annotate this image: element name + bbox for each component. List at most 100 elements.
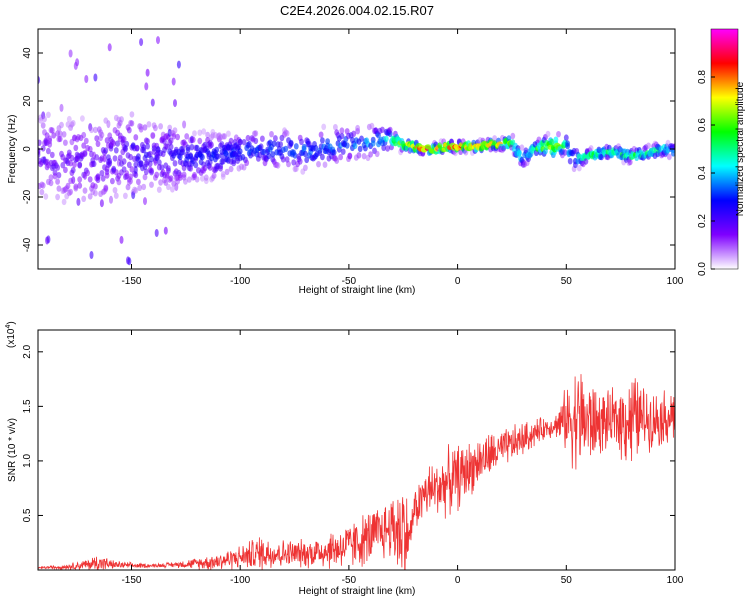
heatmap-cell: [108, 145, 114, 152]
heatmap-cell: [226, 130, 231, 137]
x-tick-label: -50: [342, 575, 357, 586]
heatmap-cell: [89, 126, 94, 134]
heatmap-cell: [142, 124, 148, 131]
heatmap-cell: [381, 144, 387, 151]
heatmap-cell: [112, 187, 118, 194]
heatmap-cell: [68, 160, 73, 167]
colorbar-label: Normalized spectral amplitude: [735, 81, 746, 216]
heatmap-cell: [129, 166, 135, 173]
heatmap-cell: [241, 164, 247, 171]
heatmap-cell: [368, 151, 373, 158]
heatmap-cell: [81, 142, 87, 149]
heatmap-cell: [94, 154, 100, 161]
heatmap-cell: [51, 132, 57, 139]
heatmap-cell: [317, 149, 323, 156]
x-tick-label: 100: [667, 575, 684, 586]
y-tick-label: 20: [22, 95, 33, 107]
heatmap-cell: [383, 135, 389, 142]
heatmap-cell: [60, 162, 66, 169]
heatmap-cell: [271, 140, 277, 147]
heatmap-cell: [69, 121, 75, 128]
heatmap-cell: [77, 182, 83, 189]
colorbar-tick-label: 0.0: [697, 262, 708, 276]
heatmap-cell: [75, 58, 80, 67]
heatmap-cell: [99, 170, 105, 177]
heatmap-cell: [501, 145, 507, 152]
heatmap-cell: [52, 173, 58, 180]
heatmap-cell: [344, 142, 350, 149]
heatmap-cell: [506, 135, 512, 142]
heatmap-cell: [47, 141, 53, 148]
x-tick-label: -100: [230, 575, 250, 586]
heatmap-cell: [168, 175, 174, 182]
x-tick-label: -150: [121, 575, 141, 586]
heatmap-cell: [77, 161, 83, 168]
heatmap-cell: [38, 148, 41, 156]
heatmap-cell: [149, 156, 154, 163]
heatmap-cell: [190, 136, 196, 143]
heatmap-cell: [321, 123, 327, 130]
heatmap-cell: [237, 148, 243, 155]
heatmap-cell: [182, 120, 187, 129]
heatmap-cell: [102, 154, 107, 163]
heatmap-cell: [197, 129, 203, 136]
heatmap-cell: [128, 177, 134, 185]
heatmap-cell: [266, 152, 272, 160]
heatmap-cell: [109, 195, 113, 204]
heatmap-cell: [596, 146, 602, 153]
heatmap-cell: [133, 134, 139, 141]
colorbar-tick-label: 0.6: [697, 118, 708, 132]
heatmap-cell: [162, 138, 167, 145]
heatmap-cell: [88, 123, 93, 132]
snr-x-ticks: -150 -100 -50 0 50 100: [121, 330, 684, 586]
heatmap-cell: [253, 130, 259, 137]
heatmap-cell: [107, 43, 112, 52]
heatmap-cell: [133, 171, 139, 179]
heatmap-cell: [563, 134, 569, 141]
heatmap-cell: [269, 131, 274, 138]
heatmap-cell: [38, 139, 42, 146]
heatmap-cell: [83, 137, 89, 145]
heatmap-cell: [136, 153, 141, 160]
heatmap-cell: [76, 197, 81, 206]
heatmap-cell: [119, 116, 124, 123]
heatmap-cell: [437, 142, 443, 149]
snr-series-line: [38, 374, 675, 570]
heatmap-cell: [131, 191, 136, 200]
heatmap-cell: [77, 176, 83, 183]
heatmap-cell: [181, 171, 187, 178]
heatmap-cell: [286, 160, 291, 168]
y-tick-label: 0.5: [22, 508, 33, 522]
heatmap-cell: [145, 68, 150, 77]
colorbar-ticks: 0.0 0.2 0.4 0.6 0.8: [697, 70, 715, 276]
heatmap-cell: [292, 152, 298, 159]
heatmap-cell: [588, 145, 594, 152]
y-tick-label: -20: [22, 189, 33, 204]
figure-title: C2E4.2026.004.02.15.R07: [280, 3, 434, 18]
heatmap-cell: [280, 156, 286, 163]
heatmap-cell: [186, 176, 192, 183]
x-tick-label: -150: [121, 276, 141, 287]
snr-panel: -150 -100 -50 0 50 100 0.5 1.0 1.5 2.0 (x104) He…: [5, 321, 684, 597]
heatmap-cell: [177, 174, 183, 181]
heatmap-cell: [146, 121, 152, 128]
heatmap-cell: [112, 155, 118, 162]
heatmap-cell: [66, 115, 72, 123]
heatmap-cell: [320, 137, 325, 144]
snr-y-ticks: 0.5 1.0 1.5 2.0: [22, 344, 675, 522]
heatmap-cell: [153, 124, 158, 132]
heatmap-cell: [273, 135, 278, 142]
heatmap-cell: [175, 133, 181, 141]
heatmap-cell: [340, 148, 346, 155]
heatmap-cell: [46, 235, 51, 244]
heatmap-cell: [87, 193, 93, 200]
heatmap-cell: [113, 192, 119, 199]
snr-x-axis-label: Height of straight line (km): [299, 586, 416, 597]
snr-multiplier: (x104): [5, 321, 17, 348]
heatmap-cell: [166, 183, 171, 191]
heatmap-cell: [42, 115, 47, 123]
heatmap-cell: [173, 99, 177, 108]
y-tick-label: 40: [22, 47, 33, 59]
heatmap-cell: [210, 128, 216, 136]
